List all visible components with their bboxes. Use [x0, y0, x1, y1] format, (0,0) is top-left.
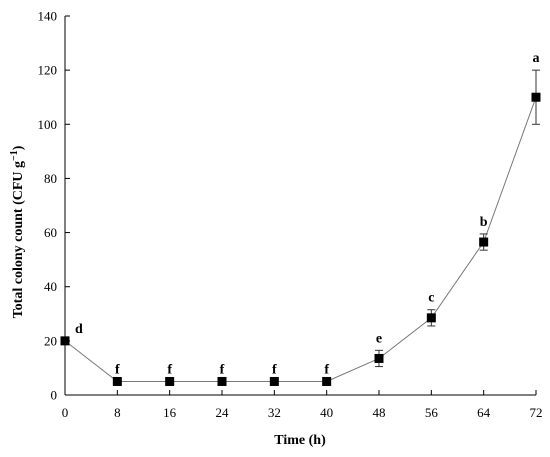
- significance-label: d: [75, 322, 83, 337]
- x-tick-label: 56: [425, 405, 439, 420]
- y-tick-label: 20: [44, 333, 57, 348]
- significance-label: b: [480, 215, 488, 230]
- significance-label: e: [376, 331, 382, 346]
- x-tick-label: 40: [320, 405, 333, 420]
- x-tick-label: 0: [62, 405, 69, 420]
- significance-label: f: [167, 362, 172, 377]
- data-point-marker: [60, 336, 70, 346]
- x-tick-label: 64: [477, 405, 491, 420]
- significance-label: f: [220, 362, 225, 377]
- data-point-marker: [479, 237, 489, 247]
- y-tick-label: 60: [44, 225, 57, 240]
- data-point-marker: [426, 313, 436, 323]
- y-tick-label: 40: [44, 279, 57, 294]
- significance-labels-group: d f f f f f e c b a: [75, 51, 540, 377]
- data-point-marker: [165, 376, 175, 386]
- y-axis-title-close: ): [11, 145, 26, 150]
- y-axis-title: Total colony count (CFU g−1): [9, 145, 27, 318]
- x-tick-label: 48: [373, 405, 386, 420]
- error-bars-group: [375, 69, 540, 368]
- series-line-group: [64, 97, 537, 382]
- y-axis-title-main: Total colony count (CFU g: [11, 161, 26, 318]
- significance-label: f: [115, 362, 120, 377]
- significance-label: c: [428, 291, 434, 306]
- data-point-marker: [322, 376, 332, 386]
- significance-label: a: [533, 51, 540, 66]
- y-tick-label: 140: [38, 9, 58, 24]
- y-tick-label: 120: [38, 63, 58, 78]
- axes: 0 20 40 60 80 100 120 140 0 8 16 24 32 40 48 56 64 72: [38, 9, 543, 421]
- x-tick-label: 72: [530, 405, 543, 420]
- y-tick-label: 100: [38, 117, 58, 132]
- data-point-marker: [112, 376, 122, 386]
- x-tick-label: 8: [114, 405, 121, 420]
- significance-label: f: [324, 362, 329, 377]
- data-point-marker: [374, 353, 384, 363]
- x-axis-title: Time (h): [274, 433, 326, 448]
- x-tick-label: 32: [268, 405, 281, 420]
- series-line: [64, 97, 537, 382]
- y-tick-label: 80: [44, 171, 57, 186]
- markers-group: [60, 92, 541, 386]
- y-axis-title-superscript: −1: [9, 150, 20, 161]
- data-point-marker: [217, 376, 227, 386]
- y-tick-label: 0: [51, 388, 58, 403]
- significance-label: f: [272, 362, 277, 377]
- data-point-marker: [531, 92, 541, 102]
- data-point-marker: [269, 376, 279, 386]
- x-tick-label: 16: [163, 405, 177, 420]
- x-tick-label: 24: [216, 405, 230, 420]
